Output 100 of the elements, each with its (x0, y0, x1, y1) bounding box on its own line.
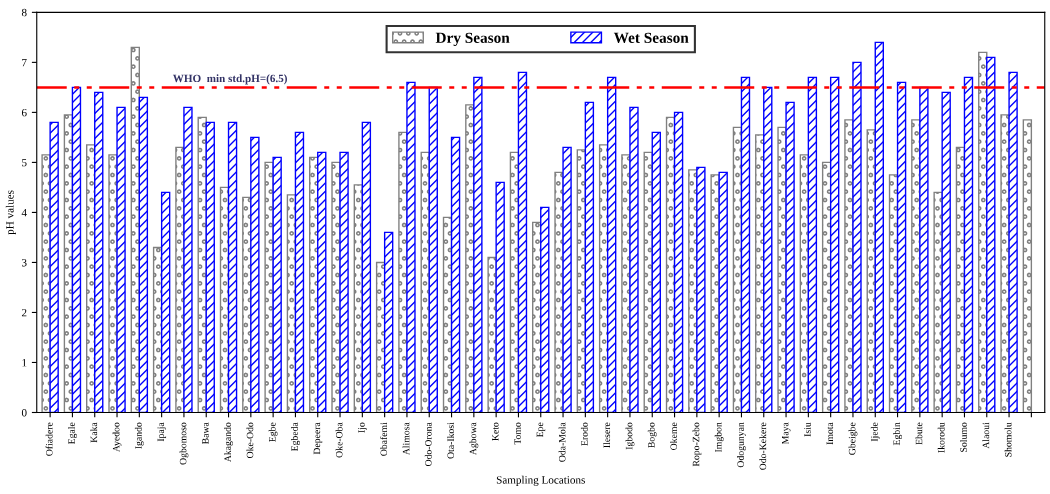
x-tick-label: Odo-Kekere (759, 422, 767, 470)
y-tick-label: 6 (21, 108, 27, 117)
x-tick-label: Egale (68, 422, 77, 445)
ref-line-label: WHO min std.pH=(6.5) (172, 74, 287, 85)
bar (963, 76, 974, 413)
x-tick-label: Oke-Odo (246, 422, 254, 458)
x-tick-label: Ikorodu (937, 422, 945, 453)
x-tick-label: Kaka (90, 422, 98, 443)
x-tick-label: Solumo (960, 422, 967, 452)
bar (874, 41, 884, 413)
bar (896, 81, 907, 413)
bar (696, 166, 706, 413)
x-tick-label: Ogbomoso (179, 422, 189, 465)
x-tick-label: Imgbon (714, 422, 724, 453)
bar (673, 111, 684, 413)
x-tick-label: Ota-Ikosi (447, 422, 454, 459)
x-tick-label: Egbin (893, 422, 902, 446)
bar (1008, 71, 1018, 413)
x-tick-label: Bawa (202, 422, 209, 445)
legend-label: Dry Season (435, 32, 510, 47)
bar (317, 151, 327, 413)
x-tick-label: Isiu (804, 422, 811, 437)
bar (250, 136, 260, 413)
bar (94, 91, 104, 413)
bar (294, 131, 305, 413)
bar (227, 121, 238, 413)
x-tick-label: Okeme (670, 422, 677, 450)
x-tick-label: Agbowa (469, 422, 479, 456)
y-tick-label: 8 (21, 8, 27, 17)
x-tick-label: Alaoui (982, 422, 990, 449)
x-axis-title: Sampling Locations (496, 475, 585, 486)
x-tick-label: Oda-Mola (558, 422, 566, 462)
bar (763, 86, 773, 413)
x-tick-label: Ilesere (603, 422, 611, 448)
x-tick-label: Ipaja (157, 422, 167, 442)
bar (339, 151, 349, 413)
x-tick-label: Ijo (358, 422, 367, 433)
bar (160, 191, 171, 413)
bar (562, 146, 572, 413)
y-tick-label: 7 (22, 58, 27, 67)
y-tick-label: 4 (21, 208, 27, 217)
x-tick-label: Keto (492, 422, 499, 441)
bar (829, 76, 840, 413)
x-tick-label: Bogbo (647, 422, 657, 448)
x-tick-label: Gbeigbe (848, 422, 858, 455)
x-tick-label: Ropo-Zebo (692, 422, 702, 467)
x-tick-label: Imota (826, 422, 834, 445)
x-tick-label: Shomolu (1004, 422, 1012, 457)
legend-label: Wet Season (613, 32, 689, 44)
bar (718, 171, 728, 413)
bar (807, 76, 818, 413)
bar (540, 206, 550, 413)
x-tick-label: Egbeda (291, 422, 300, 452)
x-tick-label: Igando (134, 422, 144, 449)
bar (473, 76, 483, 413)
bar (71, 86, 82, 413)
bar (361, 121, 372, 413)
y-tick-label: 3 (22, 258, 27, 267)
bar (116, 106, 126, 413)
bar (138, 96, 149, 413)
bar (606, 76, 617, 413)
bar (1022, 119, 1033, 413)
bar (740, 76, 751, 413)
bar (919, 86, 929, 413)
x-tick-label: Obafemi (380, 422, 388, 456)
x-tick-label: Alimosa (402, 422, 410, 456)
bar (852, 61, 862, 413)
x-tick-label: Igbodo (625, 422, 635, 450)
x-tick-label: Epe (536, 422, 546, 438)
bar (49, 121, 59, 413)
bar (383, 231, 394, 413)
bar (986, 56, 996, 413)
x-tick-label: Odo-Orona (424, 422, 432, 467)
y-tick-label: 0 (21, 408, 27, 417)
bar (183, 106, 193, 413)
x-tick-label: Ebute (915, 422, 923, 445)
x-tick-label: Maya (782, 422, 791, 445)
y-axis-title: pH values (5, 190, 16, 235)
bar (495, 181, 505, 413)
bar (785, 101, 795, 413)
x-tick-label: Akagando (224, 422, 233, 463)
x-tick-label: Ofiadere (45, 422, 53, 456)
x-tick-label: Tomo (514, 422, 521, 445)
y-tick-label: 5 (22, 158, 27, 167)
bar (428, 86, 438, 413)
x-tick-label: Ijede (870, 422, 880, 442)
y-tick-label: 1 (22, 358, 27, 367)
bar (406, 81, 416, 413)
bar (205, 121, 215, 413)
y-tick-label: 2 (21, 308, 27, 317)
bar (450, 136, 461, 413)
x-tick-label: Ayedoo (112, 422, 122, 453)
bar (651, 131, 661, 413)
x-tick-label: Depeera (313, 422, 323, 455)
bar (941, 91, 951, 413)
bar (272, 156, 282, 413)
x-tick-label: Odogunyan (737, 422, 746, 468)
x-tick-label: Erodo (580, 422, 588, 446)
bar (517, 71, 528, 413)
x-tick-label: Oke-Oba (335, 422, 343, 458)
